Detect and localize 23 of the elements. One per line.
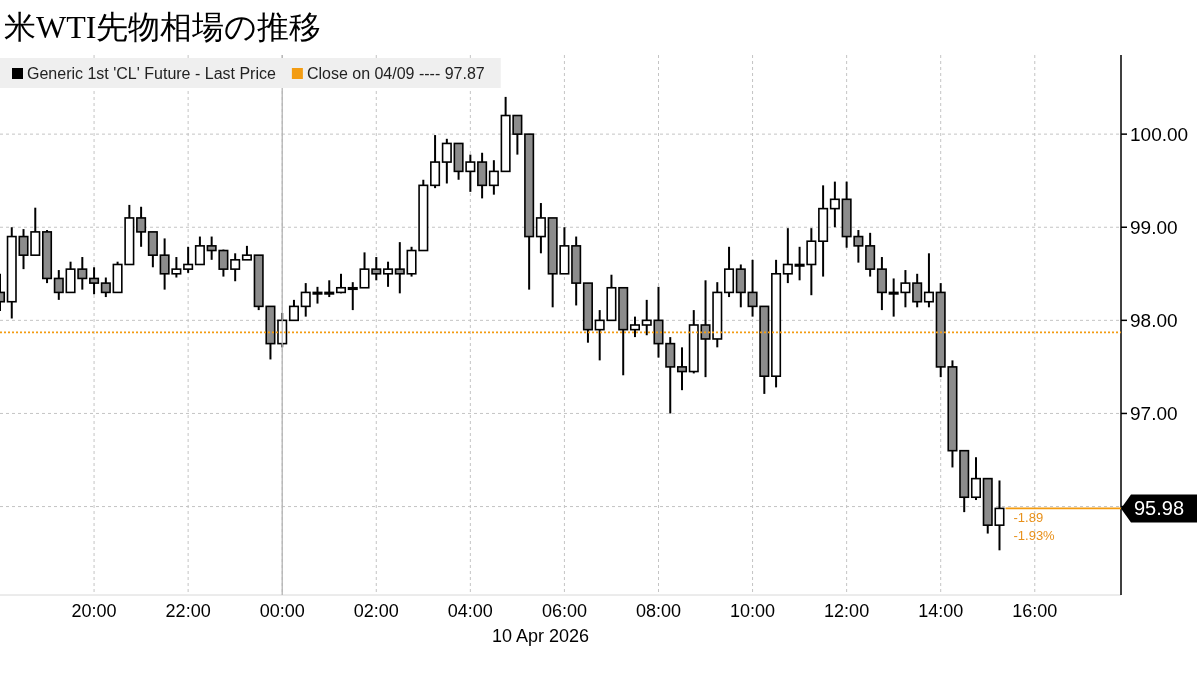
chart-title: 米WTI先物相場の推移 (4, 9, 322, 45)
x-tick-label: 00:00 (259, 601, 305, 621)
x-tick-label: 12:00 (824, 601, 870, 621)
x-tick-label: 22:00 (165, 601, 211, 621)
legend-label: Close on 04/09 ---- 97.87 (306, 65, 485, 82)
y-tick-label: 100.00 (1130, 124, 1189, 146)
y-tick-label: 98.00 (1130, 310, 1178, 332)
x-tick-label: 16:00 (1012, 601, 1058, 621)
last-price-tag: 95.98 (1121, 494, 1197, 523)
x-tick-label: 02:00 (353, 601, 399, 621)
x-tick-label: 14:00 (918, 601, 964, 621)
annotation: -1.89 (1013, 510, 1044, 526)
x-axis-title: 10 Apr 2026 (491, 626, 590, 646)
x-tick-label: 04:00 (447, 601, 493, 621)
x-tick-label: 20:00 (71, 601, 117, 621)
ref-line-label: 95.98 (1134, 497, 1185, 520)
y-tick-label: 99.00 (1130, 217, 1178, 239)
x-tick-label: 08:00 (635, 601, 682, 621)
annotation: -1.93% (1013, 528, 1056, 544)
x-tick-label: 10:00 (730, 601, 776, 621)
y-tick-label: 97.00 (1130, 403, 1178, 425)
legend-label: Generic 1st 'CL' Future - Last Price (27, 65, 276, 82)
x-tick-label: 06:00 (541, 601, 587, 621)
